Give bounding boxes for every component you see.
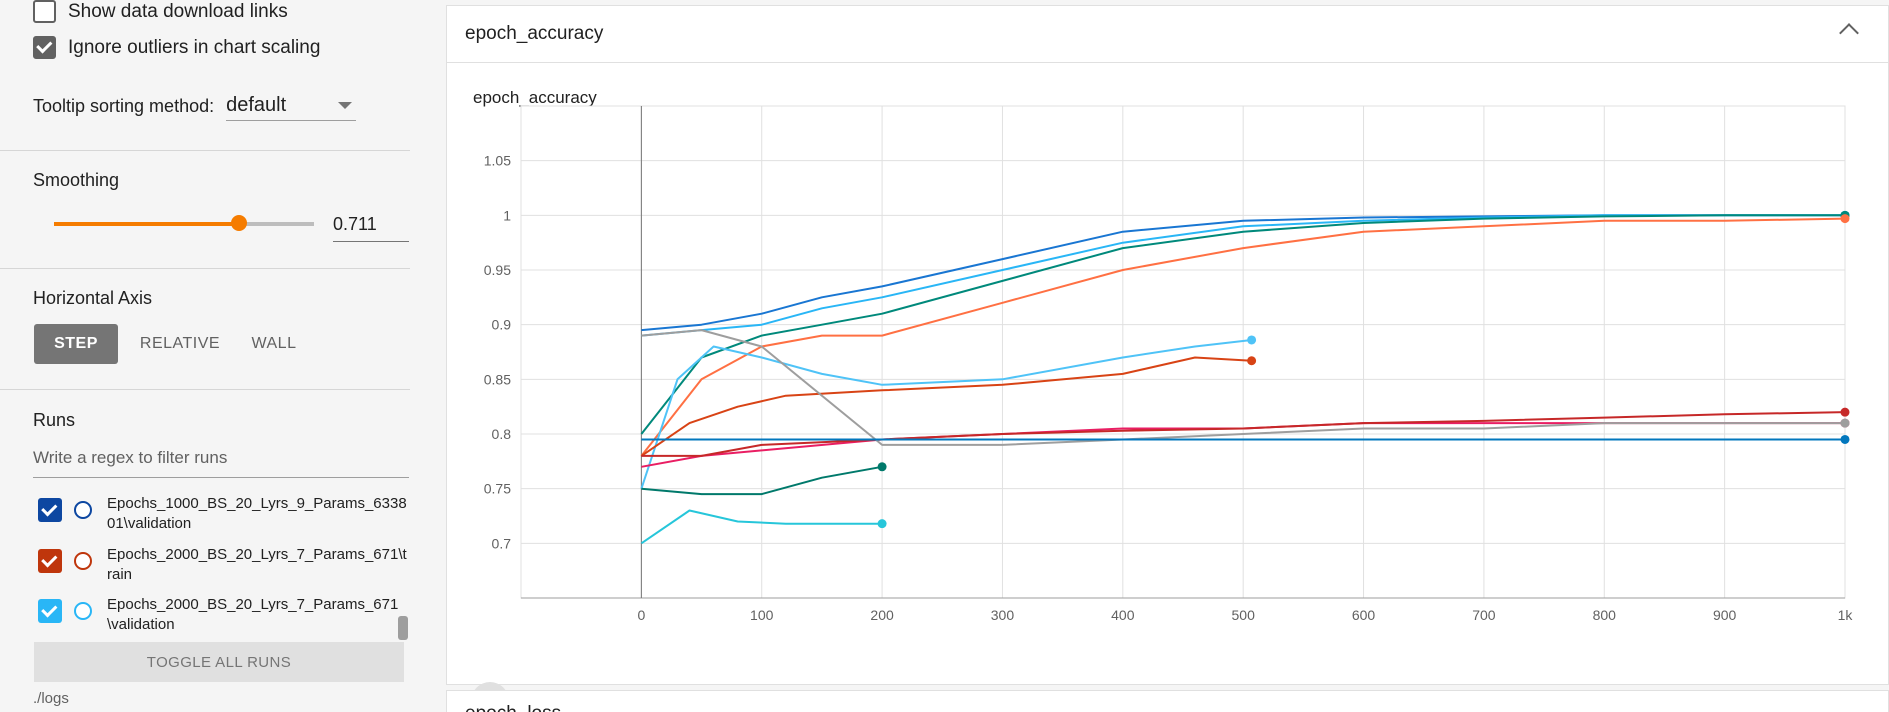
smoothing-input[interactable]: 0.711 bbox=[333, 210, 409, 242]
y-tick-label: 0.9 bbox=[492, 317, 512, 333]
x-axis-ticks: 0 100 200 300 400 500 600 700 800 900 1k bbox=[637, 607, 1853, 623]
x-tick-label: 1k bbox=[1838, 607, 1854, 623]
main-panel: epoch_accuracy epoch_accuracy 0.7 0.75 0.8… bbox=[446, 0, 1889, 712]
series-endpoint bbox=[1840, 214, 1850, 224]
x-tick-label: 700 bbox=[1472, 607, 1496, 623]
chart-card: epoch_accuracy epoch_accuracy 0.7 0.75 0.8… bbox=[446, 5, 1889, 712]
run-item[interactable]: Epochs_1000_BS_20_Lyrs_9_Params_633801\v… bbox=[38, 494, 407, 534]
run-checkbox[interactable] bbox=[38, 549, 62, 573]
next-card-title: epoch_loss bbox=[465, 703, 561, 712]
run-checkbox[interactable] bbox=[38, 498, 62, 522]
series-endpoint bbox=[1840, 407, 1850, 417]
x-tick-label: 400 bbox=[1111, 607, 1135, 623]
series-endpoint bbox=[1247, 356, 1257, 366]
y-tick-label: 1.05 bbox=[484, 153, 511, 169]
sidebar: Show data download links Ignore outliers… bbox=[0, 0, 410, 712]
series-endpoint bbox=[1840, 434, 1850, 444]
y-tick-label: 0.7 bbox=[492, 535, 512, 551]
divider bbox=[0, 268, 410, 269]
axis-step-button[interactable]: STEP bbox=[34, 324, 118, 364]
run-color-swatch[interactable] bbox=[74, 602, 92, 620]
chart-grid bbox=[520, 105, 1846, 599]
series-endpoint bbox=[877, 462, 887, 472]
y-tick-label: 0.8 bbox=[492, 426, 512, 442]
ignore-outliers-row[interactable]: Ignore outliers in chart scaling bbox=[33, 36, 320, 59]
series-line bbox=[640, 509, 883, 545]
tooltip-sorting-label: Tooltip sorting method: bbox=[33, 95, 215, 116]
y-tick-label: 0.75 bbox=[484, 481, 511, 497]
y-tick-label: 0.85 bbox=[484, 371, 511, 387]
x-tick-label: 900 bbox=[1713, 607, 1737, 623]
smoothing-slider[interactable] bbox=[54, 215, 314, 231]
smoothing-slider-thumb[interactable] bbox=[231, 215, 247, 231]
series-line bbox=[640, 214, 1845, 435]
card-header[interactable]: epoch_accuracy bbox=[447, 6, 1888, 63]
x-tick-label: 500 bbox=[1232, 607, 1256, 623]
run-name: Epochs_2000_BS_20_Lyrs_7_Params_671\vali… bbox=[107, 596, 399, 633]
show-download-links-label: Show data download links bbox=[68, 0, 288, 22]
x-tick-label: 600 bbox=[1352, 607, 1376, 623]
chart-series bbox=[640, 210, 1850, 545]
x-tick-label: 800 bbox=[1593, 607, 1617, 623]
next-chart-card[interactable]: epoch_loss bbox=[446, 690, 1889, 712]
run-name: Epochs_2000_BS_20_Lyrs_7_Params_671\trai… bbox=[107, 546, 407, 583]
y-axis-ticks: 0.7 0.75 0.8 0.85 0.9 0.95 1 1.05 bbox=[484, 153, 511, 552]
smoothing-title: Smoothing bbox=[33, 170, 120, 190]
smoothing-slider-fill bbox=[54, 222, 239, 226]
series-line bbox=[641, 411, 1846, 457]
run-item[interactable]: Epochs_2000_BS_20_Lyrs_7_Params_671\vali… bbox=[38, 595, 407, 635]
tooltip-sorting-dropdown[interactable]: default bbox=[226, 91, 357, 121]
series-endpoint bbox=[1247, 335, 1257, 345]
axis-relative-button[interactable]: RELATIVE bbox=[139, 335, 221, 352]
series-line bbox=[640, 356, 1252, 457]
run-item[interactable]: Epochs_2000_BS_20_Lyrs_7_Params_671\trai… bbox=[38, 545, 407, 585]
run-name: Epochs_1000_BS_20_Lyrs_9_Params_633801\v… bbox=[107, 495, 407, 532]
series-line bbox=[641, 329, 1845, 446]
series-endpoint bbox=[1840, 418, 1850, 428]
divider bbox=[0, 389, 410, 390]
horizontal-axis-title: Horizontal Axis bbox=[33, 288, 153, 308]
accuracy-chart[interactable]: epoch_accuracy 0.7 0.75 0.8 0.85 0.9 0.95 1 1.0… bbox=[447, 63, 1889, 663]
axis-wall-button[interactable]: WALL bbox=[251, 335, 297, 352]
chart-title: epoch_accuracy bbox=[473, 88, 597, 107]
show-download-links-checkbox[interactable] bbox=[33, 0, 56, 23]
x-tick-label: 300 bbox=[991, 607, 1015, 623]
series-line bbox=[640, 339, 1252, 490]
y-tick-label: 0.95 bbox=[484, 262, 511, 278]
card-title: epoch_accuracy bbox=[465, 23, 604, 44]
y-tick-label: 1 bbox=[503, 207, 511, 223]
ignore-outliers-label: Ignore outliers in chart scaling bbox=[68, 36, 321, 58]
x-tick-label: 0 bbox=[637, 607, 645, 623]
ignore-outliers-checkbox[interactable] bbox=[33, 36, 56, 59]
series-endpoint bbox=[877, 519, 887, 529]
series-line bbox=[641, 214, 1845, 337]
toggle-all-runs-button[interactable]: TOGGLE ALL RUNS bbox=[34, 642, 404, 682]
runs-scrollbar[interactable] bbox=[398, 616, 408, 640]
x-tick-label: 100 bbox=[750, 607, 774, 623]
x-tick-label: 200 bbox=[870, 607, 894, 623]
plot-frame bbox=[520, 105, 1846, 599]
divider bbox=[0, 150, 410, 151]
run-checkbox[interactable] bbox=[38, 599, 62, 623]
tooltip-sorting-value: default bbox=[226, 94, 287, 116]
chevron-down-icon bbox=[338, 102, 353, 109]
show-download-links-row[interactable]: Show data download links bbox=[33, 0, 288, 23]
tooltip-sorting-row: Tooltip sorting method: default bbox=[33, 91, 357, 121]
logdir-label: ./logs bbox=[33, 690, 69, 707]
run-filter-input[interactable]: Write a regex to filter runs bbox=[33, 448, 409, 478]
run-color-swatch[interactable] bbox=[74, 552, 92, 570]
series-line bbox=[641, 465, 883, 496]
runs-title: Runs bbox=[33, 410, 76, 430]
chart-area: epoch_accuracy 0.7 0.75 0.8 0.85 0.9 0.95 1 1.0… bbox=[447, 63, 1889, 712]
run-color-swatch[interactable] bbox=[74, 501, 92, 519]
